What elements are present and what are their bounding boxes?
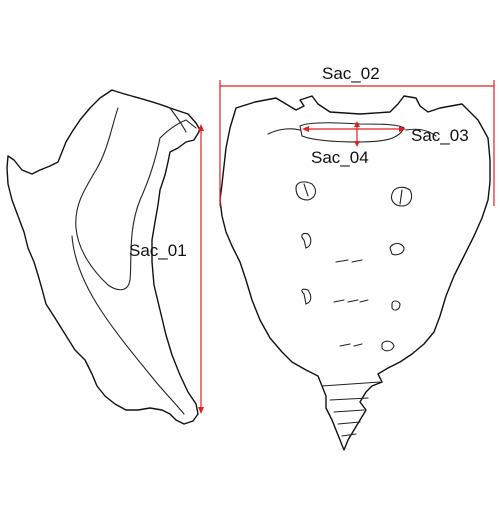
lateral-outer-outline bbox=[6, 89, 201, 425]
sac01-arrow-top bbox=[198, 124, 204, 131]
anterior-outer-outline bbox=[219, 95, 491, 451]
sac04-arrow-top bbox=[354, 121, 360, 127]
foramen-2-left bbox=[301, 232, 312, 249]
lateral-spinal-canal-line bbox=[71, 235, 185, 415]
sac03-label: Sac_03 bbox=[411, 126, 469, 145]
sac01-arrow-bottom bbox=[198, 407, 204, 414]
anterior-view-sacrum bbox=[219, 95, 491, 451]
foramen-1-left bbox=[295, 181, 317, 201]
ala-left bbox=[267, 128, 301, 135]
sacral-promontory bbox=[299, 122, 405, 143]
measurement-lines bbox=[198, 80, 495, 414]
ala-right bbox=[405, 128, 437, 137]
sac03-arrow-left bbox=[302, 126, 309, 132]
sac01-measure bbox=[198, 124, 204, 414]
sac02-label: Sac_02 bbox=[322, 64, 380, 83]
foramen-4-right bbox=[381, 340, 395, 352]
transverse-ridge-1 bbox=[335, 259, 363, 263]
lateral-inner-body-outline bbox=[75, 107, 187, 291]
lateral-view-sacrum bbox=[6, 89, 201, 425]
sac03-measure bbox=[302, 126, 406, 132]
transverse-ridge-2 bbox=[333, 299, 369, 303]
sac04-label: Sac_04 bbox=[311, 148, 369, 167]
coccyx-segments bbox=[321, 381, 381, 437]
sac04-measure bbox=[354, 121, 360, 147]
foramen-2-right bbox=[389, 242, 405, 256]
foramen-3-left bbox=[301, 288, 312, 305]
lateral-facet-outline bbox=[169, 107, 197, 133]
sac03-arrow-right bbox=[399, 126, 406, 132]
sac04-arrow-bottom bbox=[354, 141, 360, 147]
sac02-measure bbox=[219, 80, 495, 206]
foramen-1-right bbox=[390, 186, 413, 207]
foramen-3-right bbox=[391, 300, 401, 311]
sacral-foramina bbox=[295, 181, 413, 352]
transverse-ridge-3 bbox=[339, 343, 363, 347]
sac01-label: Sac_01 bbox=[129, 241, 187, 260]
